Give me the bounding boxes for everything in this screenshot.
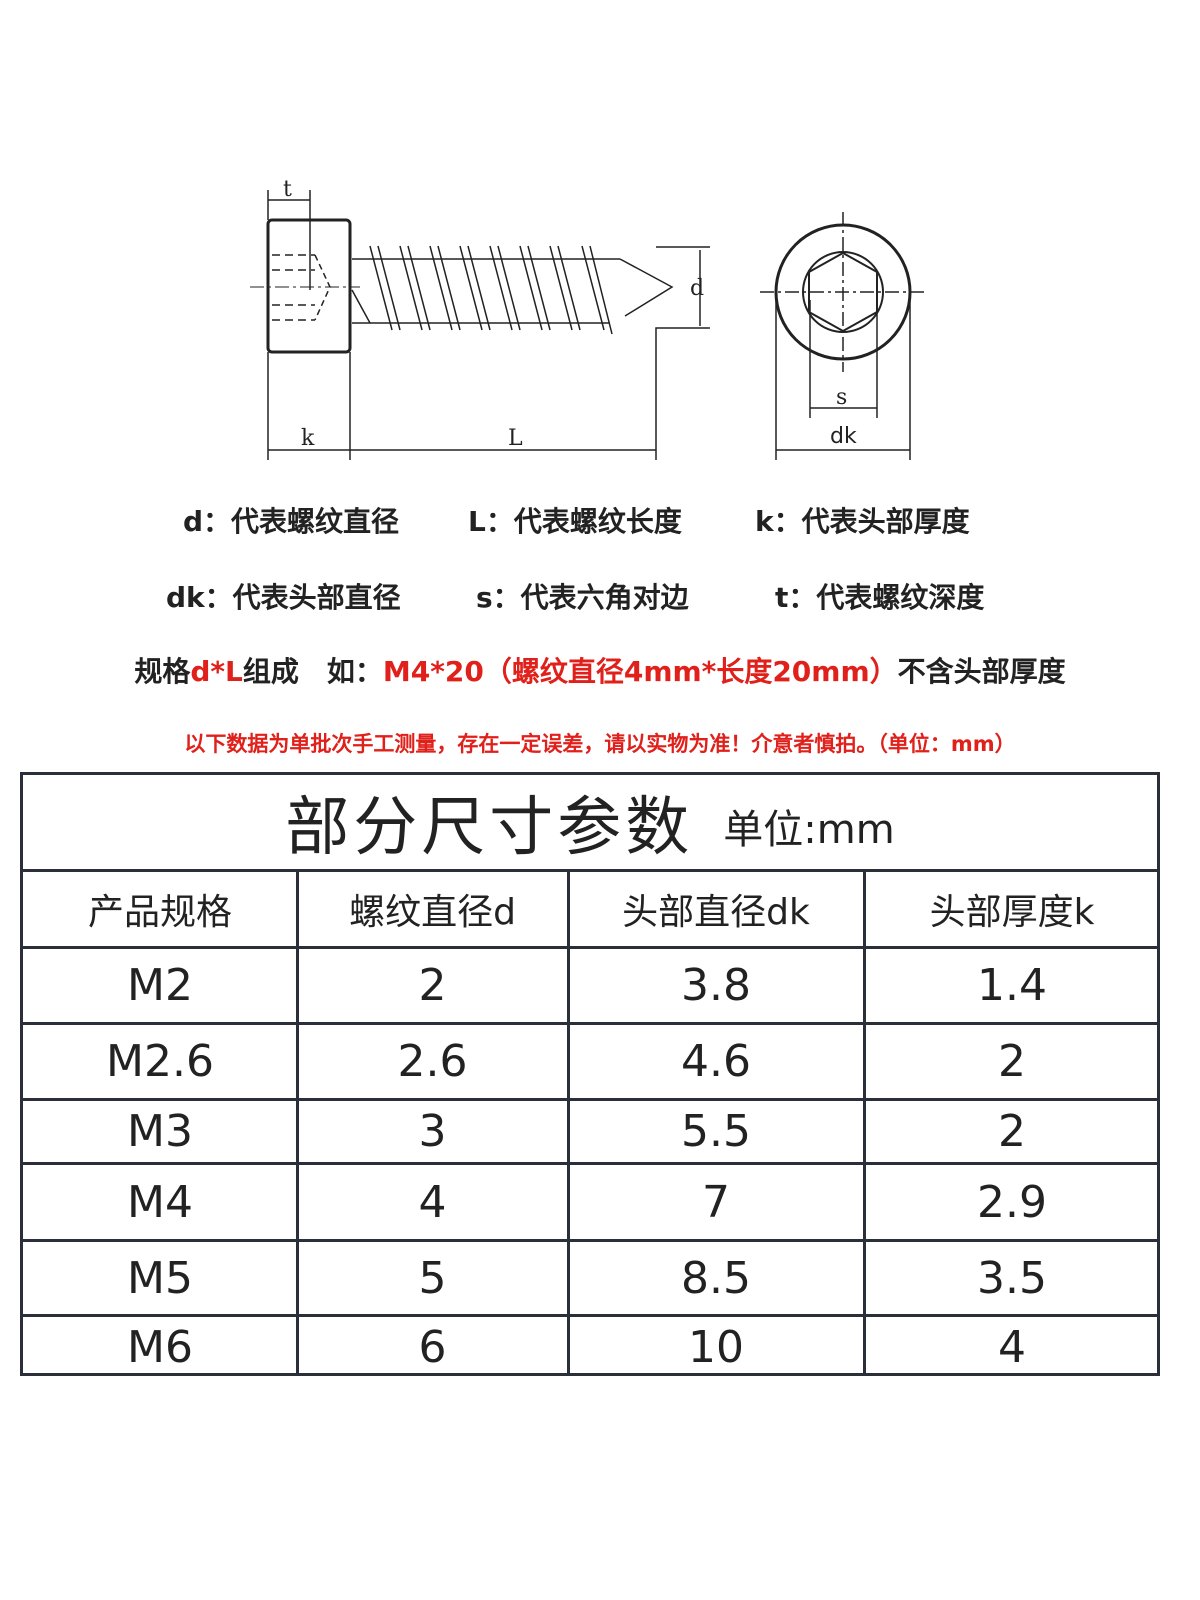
screw-diagram: t k L d s dk [250,177,928,460]
header-thread-diameter: 螺纹直径d [349,892,516,933]
row-divider [23,1239,1157,1242]
column-divider [567,869,570,1373]
cell-head-thickness: 3.5 [977,1252,1047,1304]
row-divider [23,1162,1157,1165]
table-title-row: 部分尺寸参数 单位:mm [23,775,1157,869]
cell-head-diameter: 7 [702,1176,730,1228]
cell-thread-diameter: 6 [418,1321,447,1373]
cell-head-thickness: 2 [998,1106,1026,1157]
cell-head-thickness: 1.4 [977,960,1047,1011]
header-head-thickness: 头部厚度k [929,892,1095,933]
cell-head-diameter: 10 [688,1321,744,1373]
label-s: s [836,385,847,410]
table-unit: 单位:mm [723,807,895,853]
label-k: k [301,426,315,451]
cell-spec: M2.6 [106,1036,214,1087]
row-divider [23,1098,1157,1101]
cell-thread-diameter: 2 [418,960,447,1011]
size-table: 部分尺寸参数 单位:mm 产品规格 螺纹直径d 头部直径dk 头部厚度k M2 2 3.8 1… [20,772,1160,1376]
cell-spec: M5 [127,1252,193,1304]
cell-thread-diameter: 2.6 [397,1036,468,1087]
legend-t: t：代表螺纹深度 [775,581,985,614]
legend-L: L：代表螺纹长度 [468,505,682,538]
cell-spec: M4 [127,1176,193,1228]
cell-head-thickness: 2.9 [977,1176,1047,1228]
spec-description: 规格d*L组成 如：M4*20（螺纹直径4mm*长度20mm）不含头部厚度 [134,655,1066,688]
cell-thread-diameter: 5 [418,1252,447,1304]
screw-thread [351,245,674,335]
column-divider [863,869,866,1373]
label-dk: dk [830,424,857,449]
cell-head-diameter: 8.5 [681,1252,751,1304]
label-d: d [690,276,704,301]
table-title: 部分尺寸参数 [285,791,694,865]
row-divider [23,1022,1157,1025]
legend-k: k：代表头部厚度 [755,505,970,538]
cell-head-thickness: 4 [998,1321,1026,1373]
cell-spec: M2 [127,960,193,1011]
header-spec: 产品规格 [87,892,232,933]
screw-head [266,218,352,354]
label-t: t [283,177,292,202]
cell-thread-diameter: 4 [418,1176,447,1228]
cell-head-thickness: 2 [998,1036,1026,1087]
column-divider [296,869,299,1373]
cell-head-diameter: 3.8 [681,960,751,1011]
cell-spec: M3 [127,1106,193,1157]
legend-d: d：代表螺纹直径 [183,505,400,538]
row-divider [23,869,1157,872]
row-divider [23,946,1157,949]
cell-spec: M6 [127,1321,193,1373]
cell-head-diameter: 5.5 [681,1106,751,1157]
cell-head-diameter: 4.6 [681,1036,751,1087]
row-divider [23,1314,1157,1317]
label-L: L [508,426,523,451]
cell-thread-diameter: 3 [418,1106,447,1157]
header-head-diameter: 头部直径dk [622,892,810,933]
legend-dk: dk：代表头部直径 [166,581,401,614]
legend-s: s：代表六角对边 [476,581,689,614]
measurement-note: 以下数据为单批次手工测量，存在一定误差，请以实物为准！介意者慎拍。（单位：mm） [184,732,1016,756]
